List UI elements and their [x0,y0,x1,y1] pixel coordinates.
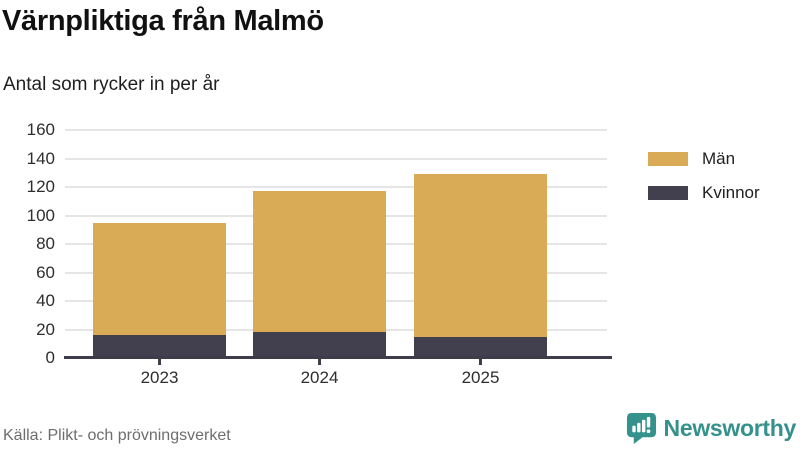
bar-segment-män-2024 [253,191,386,333]
chart-title: Värnpliktiga från Malmö [2,5,324,37]
x-axis-label-2023: 2023 [140,368,179,387]
legend-swatch-man [648,152,688,166]
newsworthy-bubble-chart-icon [626,412,657,445]
source-attribution: Källa: Plikt- och prövningsverket [3,427,231,444]
y-axis-label-40: 40 [36,291,55,310]
gridline-120 [65,186,607,188]
y-axis-label-120: 120 [26,177,55,196]
y-axis-label-80: 80 [36,234,55,253]
x-axis-tick-2023 [158,359,161,365]
newsworthy-logo[interactable]: Newsworthy [626,412,796,445]
bar-segment-män-2025 [414,174,547,337]
legend-label-man: Män [702,149,736,168]
legend-item-man: Män [648,149,760,169]
y-axis-label-20: 20 [36,320,55,339]
x-axis-tick-2025 [479,359,482,365]
bar-segment-män-2023 [93,222,226,336]
gridline-160 [65,129,607,131]
x-axis-tick-2024 [318,359,321,365]
chart-subtitle: Antal som rycker in per år [3,74,220,95]
legend: Män Kvinnor [648,149,760,217]
bar-segment-kvinnor-2024 [253,332,386,358]
legend-label-kvinnor: Kvinnor [702,183,760,202]
y-axis-label-60: 60 [36,263,55,282]
y-axis-label-140: 140 [26,149,55,168]
bar-segment-kvinnor-2025 [414,336,547,358]
x-axis-label-2025: 2025 [461,368,500,387]
gridline-140 [65,158,607,160]
legend-item-kvinnor: Kvinnor [648,183,760,203]
newsworthy-wordmark: Newsworthy [663,415,797,441]
legend-swatch-kvinnor [648,186,688,200]
x-axis-line [64,356,612,359]
y-axis-label-100: 100 [26,206,55,225]
x-axis-label-2024: 2024 [300,368,339,387]
bar-segment-kvinnor-2023 [93,335,226,358]
y-axis-label-0: 0 [45,348,55,367]
y-axis-label-160: 160 [26,120,55,139]
